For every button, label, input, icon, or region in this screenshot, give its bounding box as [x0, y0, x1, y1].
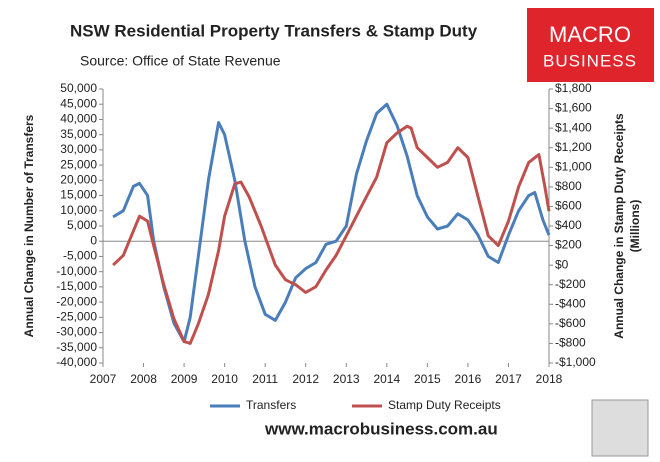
x-tick-label: 2011 [252, 372, 278, 386]
y2-tick-label: $1,200 [555, 140, 592, 154]
x-tick-label: 2014 [373, 372, 400, 386]
x-tick-label: 2017 [495, 372, 522, 386]
y2-tick-label: $1,600 [555, 101, 592, 115]
x-tick-label: 2013 [333, 372, 360, 386]
y-tick-label: -35,000 [56, 340, 97, 354]
x-tick-label: 2015 [414, 372, 441, 386]
y-tick-label: -40,000 [56, 355, 97, 369]
x-tick-label: 2009 [171, 372, 198, 386]
logo-text: BUSINESS [543, 51, 637, 70]
y-tick-label: 50,000 [60, 81, 97, 95]
wolf-icon [591, 399, 649, 457]
chart-title: NSW Residential Property Transfers & Sta… [70, 21, 478, 40]
y2-tick-label: -$1,000 [555, 355, 596, 369]
y-tick-label: 40,000 [60, 112, 97, 126]
y-tick-label: 30,000 [60, 142, 97, 156]
y-tick-label: 5,000 [67, 218, 97, 232]
footer: www.macrobusiness.com.au [264, 419, 498, 438]
y-tick-label: 15,000 [60, 188, 97, 202]
y-tick-label: -30,000 [56, 325, 97, 339]
chart-subtitle: Source: Office of State Revenue [80, 53, 281, 69]
y2-tick-label: -$800 [555, 336, 586, 350]
y2-tick-label: $800 [555, 179, 582, 193]
legend-label: Stamp Duty Receipts [388, 398, 501, 412]
y2-axis-label: (Millions) [628, 200, 642, 253]
y-tick-label: -10,000 [56, 264, 97, 278]
y2-tick-label: -$400 [555, 296, 586, 310]
y-tick-label: 10,000 [60, 203, 97, 217]
x-tick-label: 2008 [130, 372, 157, 386]
x-tick-label: 2016 [455, 372, 482, 386]
y2-tick-label: $400 [555, 218, 582, 232]
y2-tick-label: $200 [555, 238, 582, 252]
y2-tick-label: $1,400 [555, 120, 592, 134]
y-axis-label: Annual Change in Number of Transfers [22, 114, 36, 337]
x-tick-label: 2007 [90, 372, 117, 386]
y2-tick-label: -$200 [555, 277, 586, 291]
logo-box [527, 8, 654, 82]
y-tick-label: -25,000 [56, 310, 97, 324]
series-line [112, 124, 551, 345]
y-tick-label: 25,000 [60, 157, 97, 171]
x-tick-label: 2010 [211, 372, 238, 386]
x-tick-label: 2012 [292, 372, 319, 386]
y2-axis-label: Annual Change in Stamp Duty Receipts [612, 113, 626, 339]
y-tick-label: -5,000 [63, 249, 97, 263]
y2-tick-label: -$600 [555, 316, 586, 330]
y2-tick-label: $1,000 [555, 159, 592, 173]
y2-tick-label: $0 [555, 257, 569, 271]
y2-tick-label: $600 [555, 199, 582, 213]
y2-tick-label: $1,800 [555, 81, 592, 95]
y-tick-label: 45,000 [60, 96, 97, 110]
y-tick-label: -20,000 [56, 294, 97, 308]
y-tick-label: 35,000 [60, 127, 97, 141]
legend-label: Transfers [246, 398, 296, 412]
logo-text: MACRO [549, 22, 631, 47]
y-tick-label: -15,000 [56, 279, 97, 293]
x-tick-label: 2018 [536, 372, 563, 386]
y-tick-label: 0 [90, 233, 97, 247]
y-tick-label: 20,000 [60, 173, 97, 187]
